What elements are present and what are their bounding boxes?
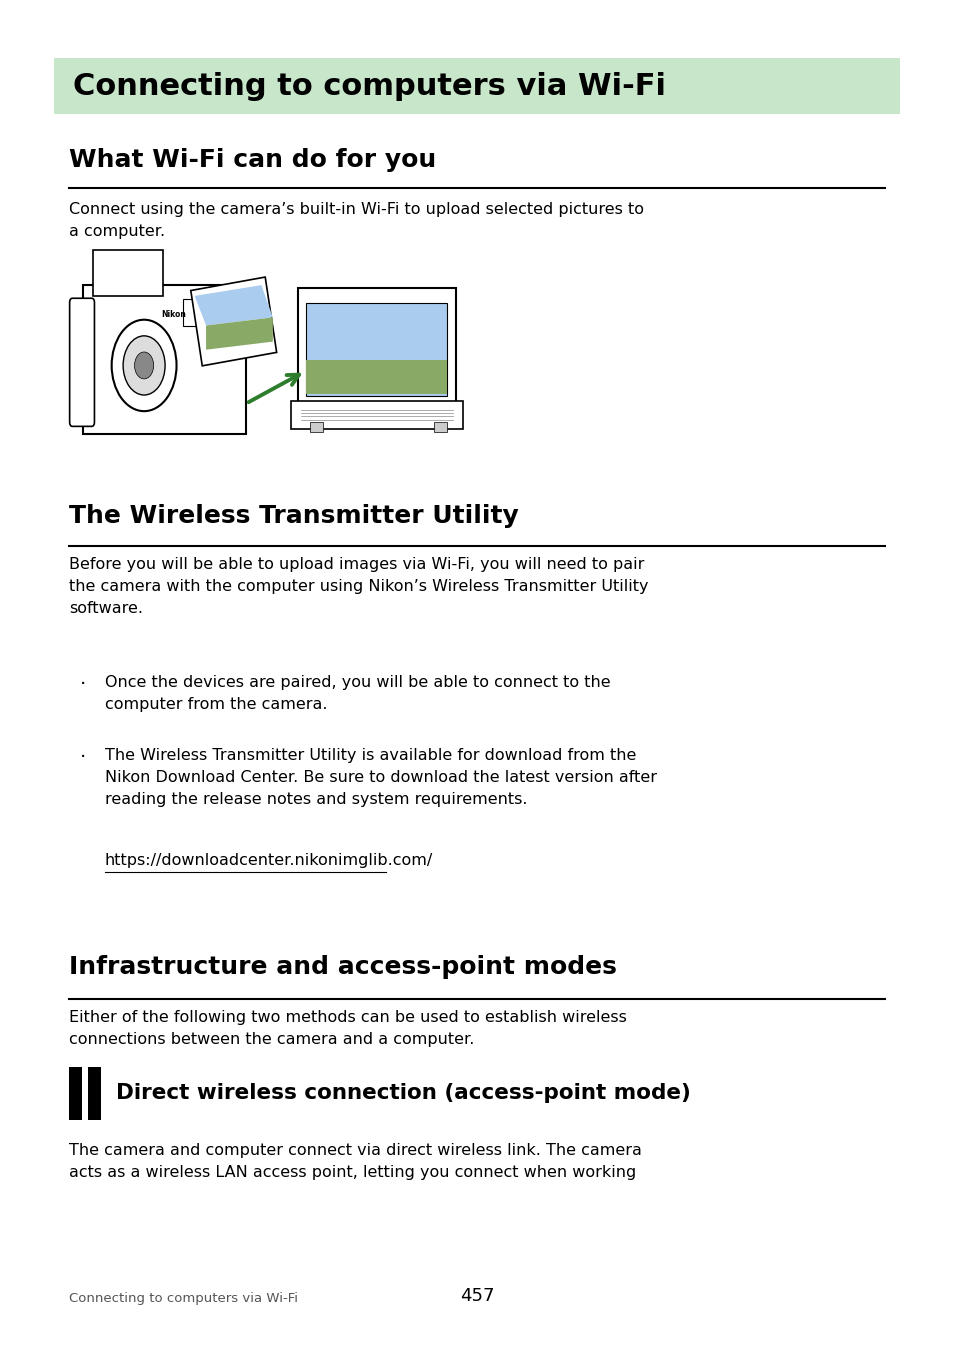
FancyBboxPatch shape: [88, 1067, 101, 1120]
Text: The Wireless Transmitter Utility is available for download from the
Nikon Downlo: The Wireless Transmitter Utility is avai…: [105, 748, 657, 807]
Text: Infrastructure and access-point modes: Infrastructure and access-point modes: [69, 955, 616, 979]
FancyBboxPatch shape: [297, 288, 456, 413]
Text: Before you will be able to upload images via Wi-Fi, you will need to pair
the ca: Before you will be able to upload images…: [69, 557, 647, 616]
FancyBboxPatch shape: [182, 299, 203, 325]
Polygon shape: [191, 277, 276, 366]
Text: The camera and computer connect via direct wireless link. The camera
acts as a w: The camera and computer connect via dire…: [69, 1143, 640, 1181]
Text: Z fc: Z fc: [202, 350, 215, 355]
Text: 457: 457: [459, 1287, 494, 1305]
Text: ·: ·: [80, 675, 87, 694]
Text: Once the devices are paired, you will be able to connect to the
computer from th: Once the devices are paired, you will be…: [105, 675, 610, 713]
Text: Connecting to computers via Wi-Fi: Connecting to computers via Wi-Fi: [73, 71, 666, 101]
Text: https://downloadcenter.nikonimglib.com/: https://downloadcenter.nikonimglib.com/: [105, 853, 433, 868]
FancyBboxPatch shape: [69, 1067, 82, 1120]
Text: Connect using the camera’s built-in Wi-Fi to upload selected pictures to
a compu: Connect using the camera’s built-in Wi-F…: [69, 202, 643, 239]
FancyBboxPatch shape: [306, 303, 447, 397]
FancyBboxPatch shape: [310, 422, 323, 432]
Text: What Wi-Fi can do for you: What Wi-Fi can do for you: [69, 148, 436, 172]
FancyBboxPatch shape: [93, 250, 163, 296]
FancyBboxPatch shape: [291, 401, 462, 429]
Text: Direct wireless connection (access-point mode): Direct wireless connection (access-point…: [116, 1084, 691, 1103]
Circle shape: [112, 320, 176, 412]
FancyBboxPatch shape: [83, 285, 246, 434]
Polygon shape: [206, 317, 273, 350]
Polygon shape: [306, 359, 447, 394]
Text: Either of the following two methods can be used to establish wireless
connection: Either of the following two methods can …: [69, 1010, 626, 1048]
Text: ·: ·: [80, 748, 87, 767]
Text: The Wireless Transmitter Utility: The Wireless Transmitter Utility: [69, 504, 517, 529]
Text: Connecting to computers via Wi-Fi: Connecting to computers via Wi-Fi: [69, 1291, 297, 1305]
FancyBboxPatch shape: [54, 58, 899, 114]
Polygon shape: [194, 285, 273, 325]
Circle shape: [123, 336, 165, 395]
Circle shape: [134, 352, 153, 379]
FancyBboxPatch shape: [70, 299, 94, 426]
Text: Nikon: Nikon: [161, 311, 186, 319]
FancyBboxPatch shape: [434, 422, 447, 432]
